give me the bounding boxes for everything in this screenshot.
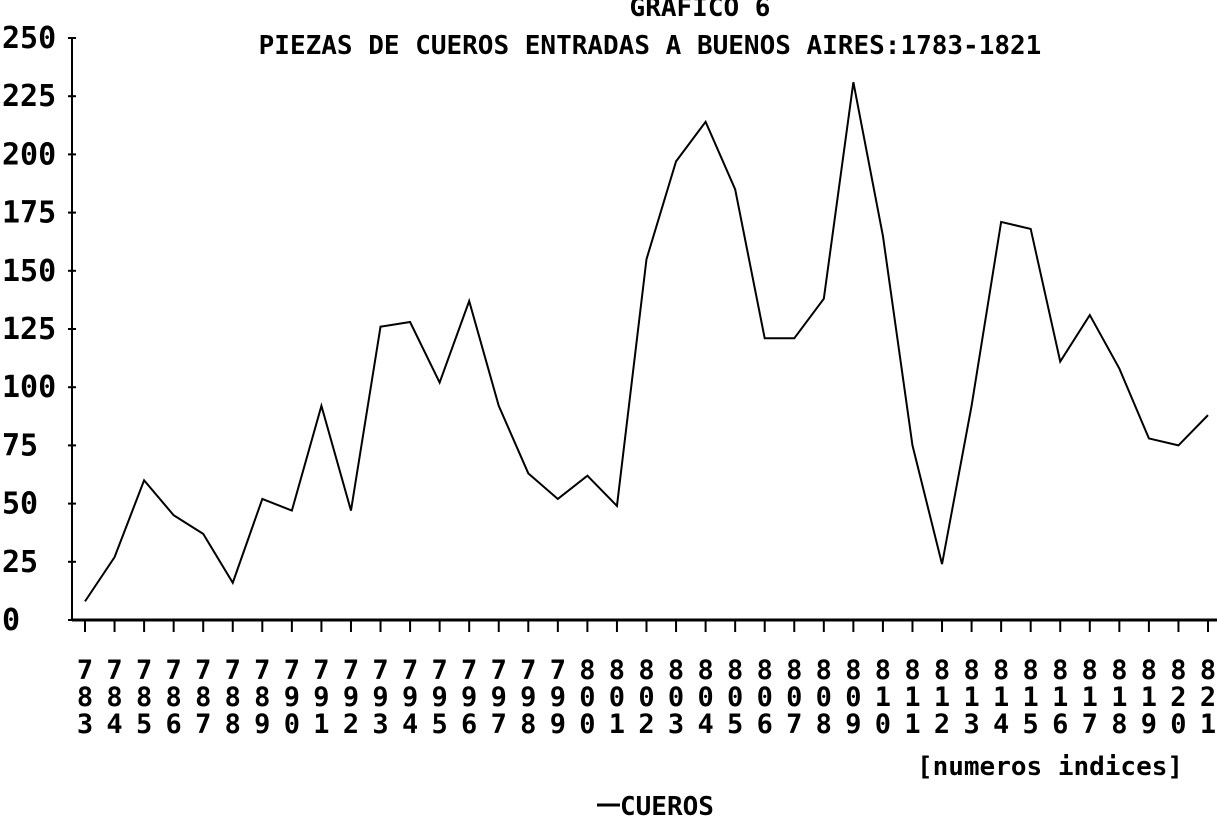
x-tick-label: 797 bbox=[483, 655, 514, 736]
y-tick-label: 200 bbox=[2, 137, 56, 172]
x-tick-label: 809 bbox=[838, 655, 869, 736]
x-tick-label: 801 bbox=[601, 655, 632, 736]
y-tick-label: 75 bbox=[2, 428, 38, 463]
y-tick-label: 25 bbox=[2, 545, 38, 580]
x-tick-label: 821 bbox=[1193, 655, 1217, 736]
x-tick-label: 792 bbox=[335, 655, 366, 736]
x-tick-label: 811 bbox=[897, 655, 928, 736]
x-tick-label: 795 bbox=[424, 655, 455, 736]
y-tick-label: 175 bbox=[2, 196, 56, 231]
x-tick-label: 794 bbox=[395, 655, 426, 736]
x-tick-label: 817 bbox=[1074, 655, 1105, 736]
y-tick-label: 250 bbox=[2, 21, 56, 56]
x-tick-label: 808 bbox=[808, 655, 839, 736]
x-tick-label: 788 bbox=[217, 655, 248, 736]
x-tick-label: 816 bbox=[1045, 655, 1076, 736]
x-tick-label: 803 bbox=[661, 655, 692, 736]
y-tick-label: 0 bbox=[2, 603, 20, 638]
x-tick-label: 804 bbox=[690, 655, 721, 736]
x-tick-label: 819 bbox=[1133, 655, 1164, 736]
x-tick-label: 786 bbox=[158, 655, 189, 736]
legend-label: CUEROS bbox=[620, 792, 714, 822]
x-tick-label: 813 bbox=[956, 655, 987, 736]
x-tick-label: 787 bbox=[188, 655, 219, 736]
x-tick-label: 810 bbox=[867, 655, 898, 736]
x-tick-label: 789 bbox=[247, 655, 278, 736]
x-tick-label: 807 bbox=[779, 655, 810, 736]
x-tick-label: 790 bbox=[276, 655, 307, 736]
x-tick-label: 805 bbox=[720, 655, 751, 736]
y-tick-label: 100 bbox=[2, 370, 56, 405]
x-tick-label: 783 bbox=[70, 655, 101, 736]
x-tick-label: 806 bbox=[749, 655, 780, 736]
y-tick-label: 150 bbox=[2, 254, 56, 289]
x-tick-label: 798 bbox=[513, 655, 544, 736]
x-tick-label: 812 bbox=[927, 655, 958, 736]
x-tick-label: 800 bbox=[572, 655, 603, 736]
chart-subtitle: PIEZAS DE CUEROS ENTRADAS A BUENOS AIRES… bbox=[259, 31, 1042, 61]
x-tick-label: 802 bbox=[631, 655, 662, 736]
y-tick-label: 125 bbox=[2, 312, 56, 347]
x-tick-label: 785 bbox=[129, 655, 160, 736]
y-tick-label: 225 bbox=[2, 79, 56, 114]
x-tick-label: 818 bbox=[1104, 655, 1135, 736]
note: [numeros indices] bbox=[917, 752, 1183, 782]
chart-title: GRAFICO 6 bbox=[630, 0, 771, 23]
x-tick-label: 793 bbox=[365, 655, 396, 736]
x-tick-label: 791 bbox=[306, 655, 337, 736]
x-tick-label: 820 bbox=[1163, 655, 1194, 736]
x-tick-label: 799 bbox=[542, 655, 573, 736]
x-tick-label: 784 bbox=[99, 655, 130, 736]
x-tick-label: 815 bbox=[1015, 655, 1046, 736]
x-tick-label: 814 bbox=[986, 655, 1017, 736]
y-tick-label: 50 bbox=[2, 487, 38, 522]
data-line bbox=[84, 82, 1209, 602]
x-tick-label: 796 bbox=[454, 655, 485, 736]
